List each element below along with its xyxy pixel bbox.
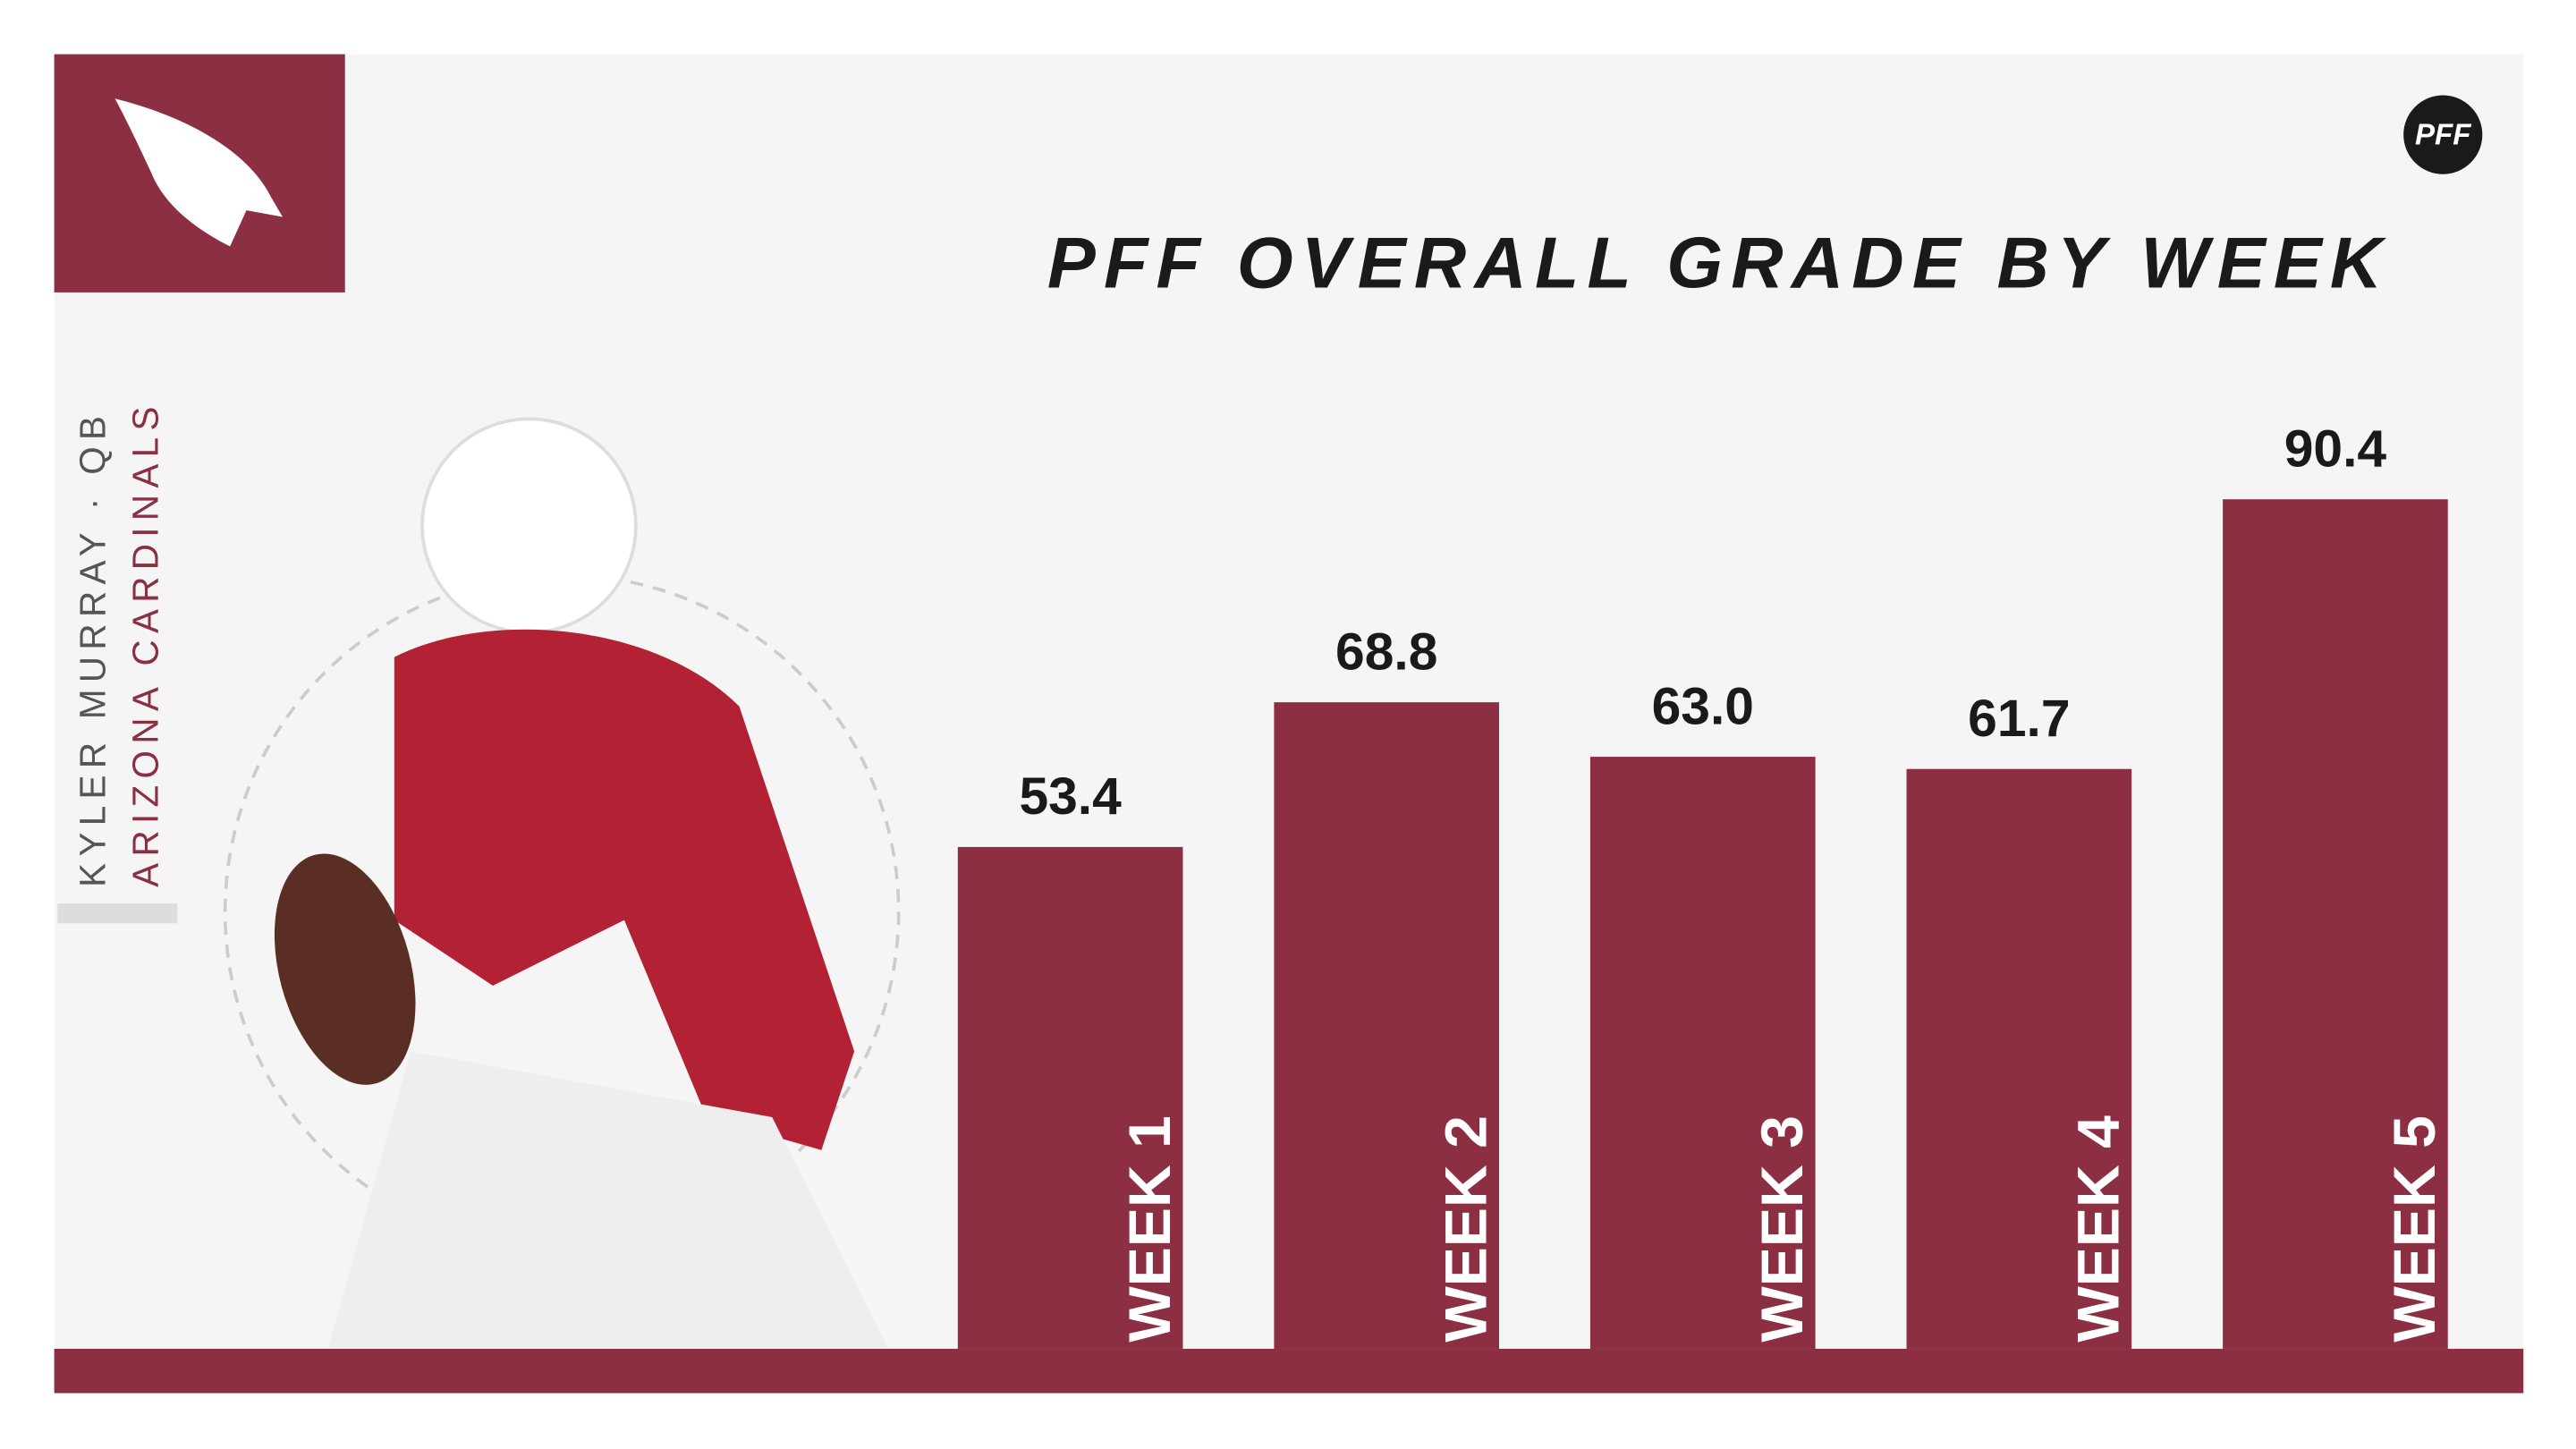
x-tick-label: WEEK 2 — [1433, 1115, 1499, 1342]
accent-bar — [57, 903, 178, 924]
value-label: 68.8 — [1335, 623, 1437, 681]
chart-title: PFF OVERALL GRADE BY WEEK — [1047, 223, 2391, 303]
value-label: 63.0 — [1652, 677, 1754, 735]
base-bar — [54, 1348, 2524, 1394]
bar — [1589, 757, 1816, 1349]
x-tick-label: WEEK 5 — [2382, 1115, 2448, 1342]
value-label: 90.4 — [2284, 419, 2387, 478]
team-logo — [114, 98, 283, 247]
bar — [957, 846, 1183, 1349]
brand-text: PFF — [2415, 119, 2471, 152]
bar — [1906, 768, 2132, 1349]
team-name: ARIZONA CARDINALS — [124, 400, 165, 887]
value-label: 61.7 — [1968, 690, 2070, 748]
player-figure — [274, 417, 887, 1348]
bar — [2223, 499, 2448, 1349]
x-tick-label: WEEK 4 — [2065, 1115, 2131, 1343]
bar — [1274, 702, 1500, 1349]
x-tick-label: WEEK 3 — [1750, 1115, 1816, 1342]
player-name: KYLER MURRAY · QB — [72, 410, 114, 887]
value-label: 53.4 — [1019, 767, 1122, 826]
photo-ring — [223, 573, 901, 1250]
x-tick-label: WEEK 1 — [1117, 1115, 1183, 1342]
brand-logo — [2403, 95, 2483, 174]
